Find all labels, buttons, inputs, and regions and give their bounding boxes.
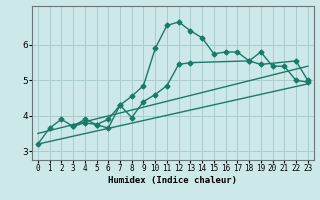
X-axis label: Humidex (Indice chaleur): Humidex (Indice chaleur) — [108, 176, 237, 185]
